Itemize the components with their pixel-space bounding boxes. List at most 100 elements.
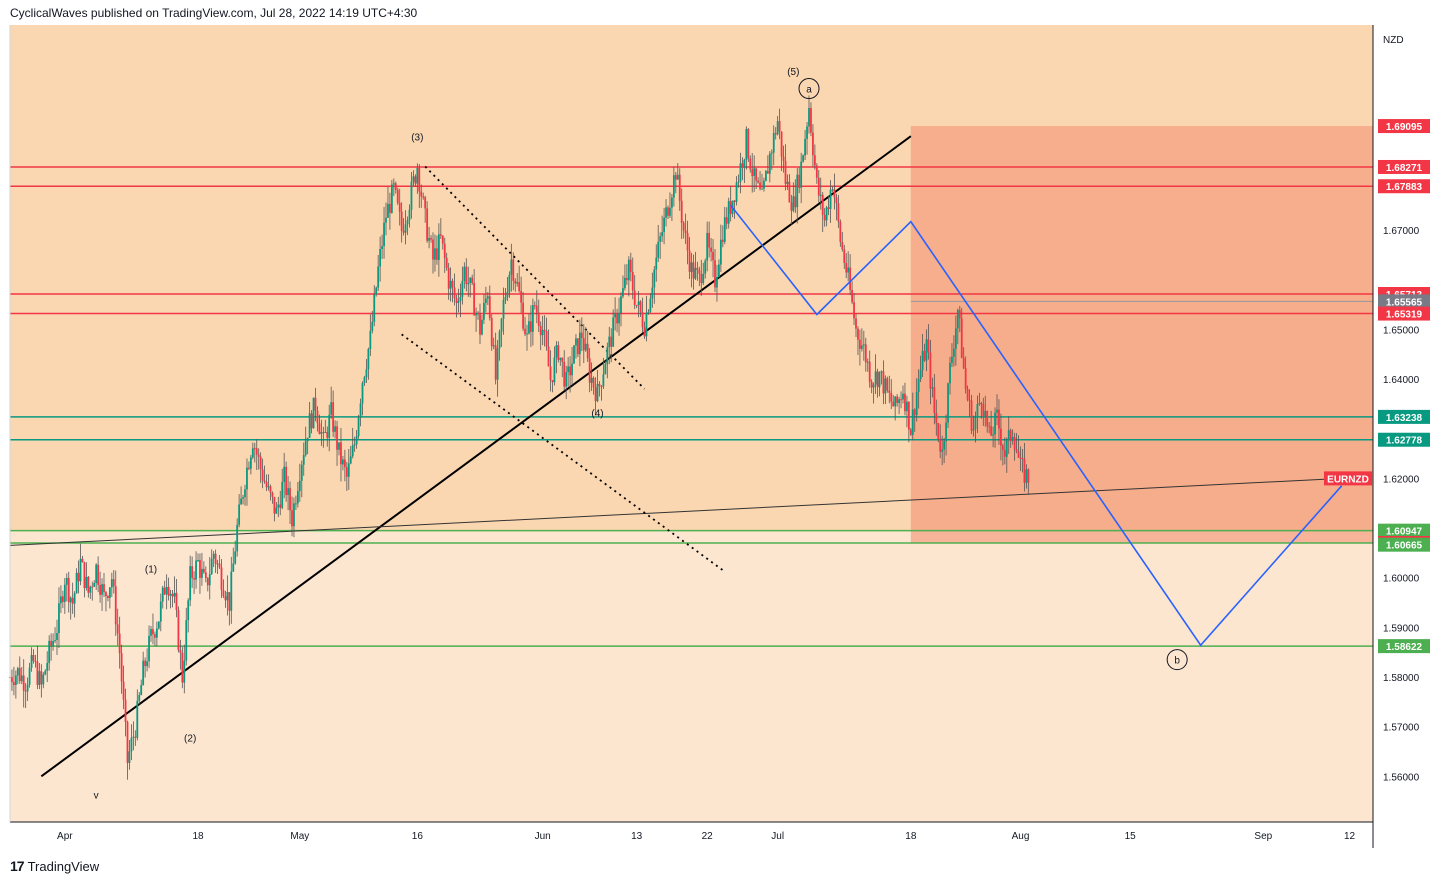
candle-body-57 [120, 653, 123, 682]
tradingview-footer[interactable]: 17 TradingView [10, 858, 99, 874]
candle-129 [261, 458, 264, 489]
candle-body-226 [451, 280, 454, 288]
candle-496 [980, 401, 983, 419]
candle-115 [234, 540, 237, 565]
candle-body-268 [533, 305, 536, 307]
candle-407 [806, 122, 808, 155]
candle-body-178 [357, 417, 360, 437]
candle-185 [371, 310, 374, 334]
candle-body-121 [246, 467, 248, 490]
candle-23 [54, 627, 56, 644]
candle-body-417 [825, 207, 828, 221]
main-trendline [40, 135, 912, 778]
candle-491 [970, 394, 973, 434]
candle-body-267 [531, 305, 534, 332]
candle-body-98 [201, 568, 203, 578]
candle-body-99 [202, 568, 205, 573]
target-zone-upper [910, 126, 1373, 302]
candle-body-493 [974, 417, 977, 430]
candle-body-112 [228, 592, 231, 611]
candle-body-496 [980, 403, 983, 405]
candle-150 [302, 442, 305, 476]
candle-511 [1009, 428, 1012, 448]
candle-38 [83, 561, 86, 598]
candle-body-347 [688, 250, 691, 272]
candle-84 [173, 576, 176, 604]
candle-280 [557, 341, 560, 363]
candle-50 [107, 594, 109, 602]
candle-body-91 [187, 600, 190, 621]
candle-body-404 [800, 161, 803, 188]
candle-259 [516, 273, 519, 287]
candle-body-326 [647, 311, 650, 313]
candle-267 [531, 298, 534, 346]
candle-body-198 [396, 189, 399, 203]
candle-body-269 [535, 305, 538, 313]
candle-body-101 [206, 577, 209, 586]
candle-body-68 [142, 660, 145, 686]
candle-52 [110, 572, 113, 597]
candle-body-276 [549, 366, 552, 381]
y-tick-label-4: 1.60000 [1383, 574, 1420, 585]
y-tick-label-8: 1.64000 [1383, 375, 1420, 386]
candle-297 [590, 362, 593, 391]
candle-body-11 [30, 655, 33, 668]
candle-body-265 [528, 321, 530, 334]
candle-body-150 [302, 455, 305, 465]
candle-body-259 [516, 282, 519, 284]
candle-body-235 [469, 277, 472, 283]
candle-64 [134, 730, 137, 746]
candle-499 [986, 410, 989, 433]
candle-body-238 [475, 312, 477, 316]
candle-208 [416, 163, 419, 194]
candle-body-333 [661, 232, 664, 237]
candle-71 [148, 625, 150, 669]
price-tag-7: 1.62778 [1378, 432, 1430, 447]
candle-body-119 [242, 497, 244, 499]
candle-body-193 [387, 203, 389, 218]
candle-497 [982, 397, 985, 426]
candle-231 [461, 266, 464, 305]
candle-body-332 [659, 236, 662, 242]
candle-body-210 [420, 191, 423, 197]
candle-148 [298, 463, 301, 502]
candle-10 [28, 662, 31, 688]
candle-body-352 [698, 269, 701, 274]
candle-474 [937, 423, 940, 443]
candle-body-479 [947, 383, 949, 423]
candle-body-445 [880, 371, 883, 373]
candle-246 [490, 314, 493, 351]
candle-194 [389, 192, 391, 230]
candle-body-234 [467, 282, 470, 285]
candle-body-73 [152, 629, 154, 635]
candle-body-220 [439, 234, 442, 236]
candle-body-237 [473, 282, 476, 316]
candle-body-409 [810, 108, 812, 133]
candle-body-329 [653, 269, 656, 288]
x-tick-label-0: Apr [57, 831, 73, 842]
candle-235 [469, 277, 472, 298]
candle-239 [477, 311, 479, 320]
candle-471 [931, 377, 934, 398]
candle-body-304 [604, 364, 607, 375]
candle-230 [459, 283, 462, 318]
candle-187 [375, 286, 378, 297]
candle-190 [381, 234, 383, 259]
candle-345 [684, 213, 687, 244]
candle-247 [492, 337, 495, 350]
candle-341 [676, 163, 679, 180]
candle-401 [794, 179, 797, 214]
candle-461 [911, 392, 914, 441]
candle-body-239 [477, 312, 479, 315]
price-tag-text-8: 1.60947 [1386, 527, 1423, 538]
candle-body-31 [69, 597, 72, 603]
candle-366 [725, 207, 728, 230]
candle-165 [332, 390, 335, 437]
candle-body-342 [678, 174, 681, 201]
candle-body-10 [28, 667, 31, 685]
candle-body-175 [351, 445, 354, 457]
candle-body-221 [441, 235, 444, 244]
candle-body-399 [790, 202, 793, 211]
candle-472 [933, 374, 936, 425]
